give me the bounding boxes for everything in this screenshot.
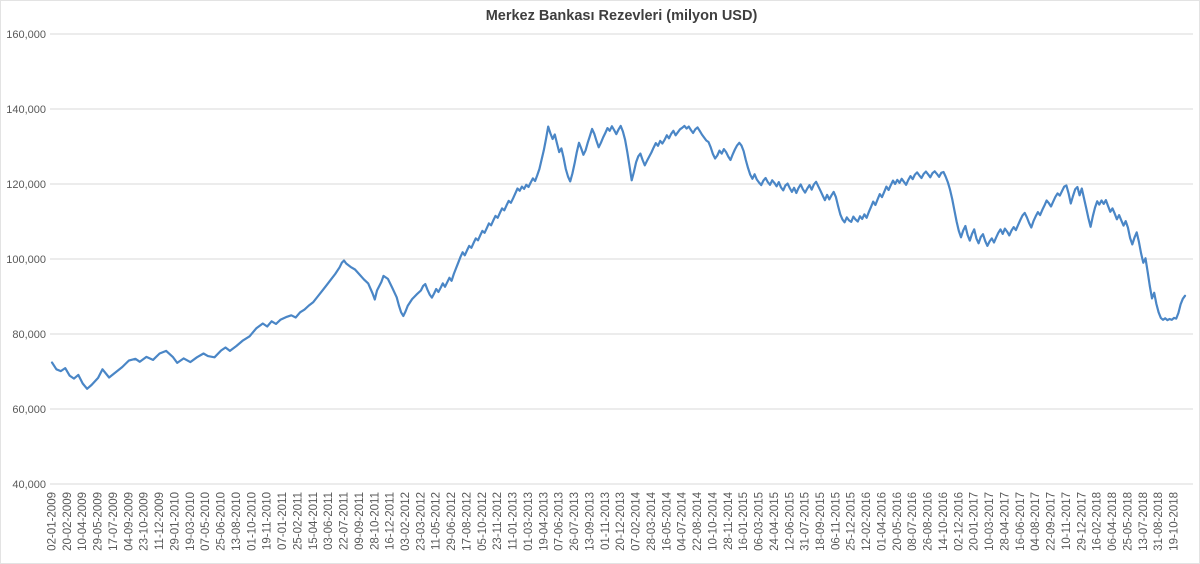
x-axis-tick-label: 10-03-2017 [984,492,996,551]
x-axis-tick-label: 25-02-2011 [292,492,304,550]
x-axis-tick-label: 02-01-2009 [47,492,59,551]
reserves-series-line[interactable] [50,124,1187,390]
x-axis-tick-label: 10-04-2009 [77,492,89,551]
x-axis-tick-label: 22-09-2017 [1046,492,1058,551]
x-axis-tick-label: 29-06-2012 [446,492,458,551]
x-axis-tick-label: 24-04-2015 [769,492,781,551]
x-axis-tick-label: 29-12-2017 [1076,492,1088,551]
x-axis-tick-label: 23-03-2012 [415,492,427,551]
x-axis-tick-label: 20-05-2016 [892,492,904,551]
x-axis-tick-label: 13-08-2010 [231,492,243,551]
x-axis-tick-label: 16-06-2017 [1015,492,1027,551]
x-axis-tick-label: 01-11-2013 [600,492,612,550]
x-axis-tick-label: 19-10-2018 [1169,492,1181,551]
x-axis-tick-label: 01-03-2013 [523,492,535,551]
x-axis-tick-label: 11-05-2012 [431,492,443,550]
x-axis-tick-label: 15-04-2011 [308,492,320,550]
x-axis-tick-label: 12-02-2016 [861,492,873,551]
x-axis-tick-label: 16-05-2014 [661,491,673,550]
x-axis-tick-label: 19-11-2010 [262,492,274,550]
x-axis-tick-label: 22-07-2011 [339,492,351,550]
x-axis-tick-label: 29-01-2010 [169,492,181,551]
x-axis-tick-label: 17-08-2012 [461,492,473,551]
x-axis-tick-label: 10-11-2017 [1061,492,1073,550]
x-axis-tick-label: 11-01-2013 [508,492,520,550]
x-axis-tick-label: 28-04-2017 [999,492,1011,551]
x-axis-tick-label: 02-12-2016 [953,492,965,551]
x-axis-tick-label: 03-06-2011 [323,492,335,550]
x-axis-tick-label: 25-05-2018 [1122,492,1134,551]
x-axis-tick-label: 17-07-2009 [108,492,120,551]
x-axis-tick-label: 03-02-2012 [400,492,412,551]
x-axis-tick-label: 11-12-2009 [154,492,166,550]
y-axis-tick-label: 80,000 [12,329,46,341]
x-axis-tick-label: 22-08-2014 [692,491,704,550]
y-axis-tick-label: 60,000 [12,404,46,416]
x-axis-tick-label: 10-10-2014 [707,491,719,550]
x-axis-tick-label: 20-12-2013 [615,492,627,551]
x-axis-tick-label: 12-06-2015 [784,492,796,551]
x-axis-tick-label: 25-12-2015 [846,492,858,551]
x-axis-tick-label: 09-09-2011 [354,492,366,550]
x-axis-tick-label: 28-03-2014 [646,491,658,550]
x-axis-tick-label: 16-02-2018 [1092,492,1104,551]
x-axis-tick-label: 05-10-2012 [477,492,489,551]
y-axis-tick-label: 120,000 [6,179,46,191]
x-axis-tick-label: 16-01-2015 [738,492,750,551]
x-axis-tick-label: 08-07-2016 [907,492,919,551]
x-axis-tick-label: 23-10-2009 [139,492,151,551]
x-axis-tick-label: 14-10-2016 [938,492,950,551]
y-axis-tick-label: 140,000 [6,104,46,116]
x-axis-tick-label: 20-01-2017 [969,492,981,551]
x-axis-tick-label: 25-06-2010 [216,492,228,551]
x-axis-tick-label: 28-11-2014 [723,491,735,550]
x-axis-tick-label: 29-05-2009 [93,492,105,551]
x-axis-tick-label: 01-04-2016 [876,492,888,551]
x-axis-tick-label: 16-12-2011 [385,492,397,550]
y-axis-tick-label: 160,000 [6,29,46,41]
x-axis-tick-label: 19-03-2010 [185,492,197,551]
x-axis-tick-label: 04-09-2009 [123,492,135,551]
x-axis-tick-label: 31-07-2015 [800,492,812,551]
x-axis-tick-label: 20-02-2009 [62,492,74,551]
x-axis-tick-label: 07-06-2013 [554,492,566,551]
x-axis-tick-label: 01-10-2010 [246,492,258,551]
x-axis-tick-label: 19-04-2013 [538,492,550,551]
x-axis-tick-label: 23-11-2012 [492,492,504,550]
x-axis-tick-label: 06-04-2018 [1107,492,1119,551]
x-axis-tick-label: 07-01-2011 [277,492,289,550]
x-axis-tick-label: 13-09-2013 [584,492,596,551]
x-axis-tick-label: 18-09-2015 [815,492,827,551]
x-axis-tick-label: 13-07-2018 [1138,492,1150,551]
x-axis-tick-label: 07-02-2014 [631,491,643,550]
x-axis-tick-label: 04-07-2014 [677,491,689,550]
x-axis-tick-label: 28-10-2011 [369,492,381,550]
x-axis-tick-label: 31-08-2018 [1153,492,1165,551]
x-axis-tick-label: 04-08-2017 [1030,492,1042,551]
x-axis-tick-label: 06-11-2015 [830,492,842,550]
x-axis-tick-label: 06-03-2015 [754,492,766,551]
y-axis-tick-label: 100,000 [6,254,46,266]
y-axis-tick-label: 40,000 [12,479,46,491]
x-axis-tick-label: 26-07-2013 [569,492,581,551]
x-axis-tick-label: 26-08-2016 [923,492,935,551]
x-axis-tick-label: 07-05-2010 [200,492,212,551]
